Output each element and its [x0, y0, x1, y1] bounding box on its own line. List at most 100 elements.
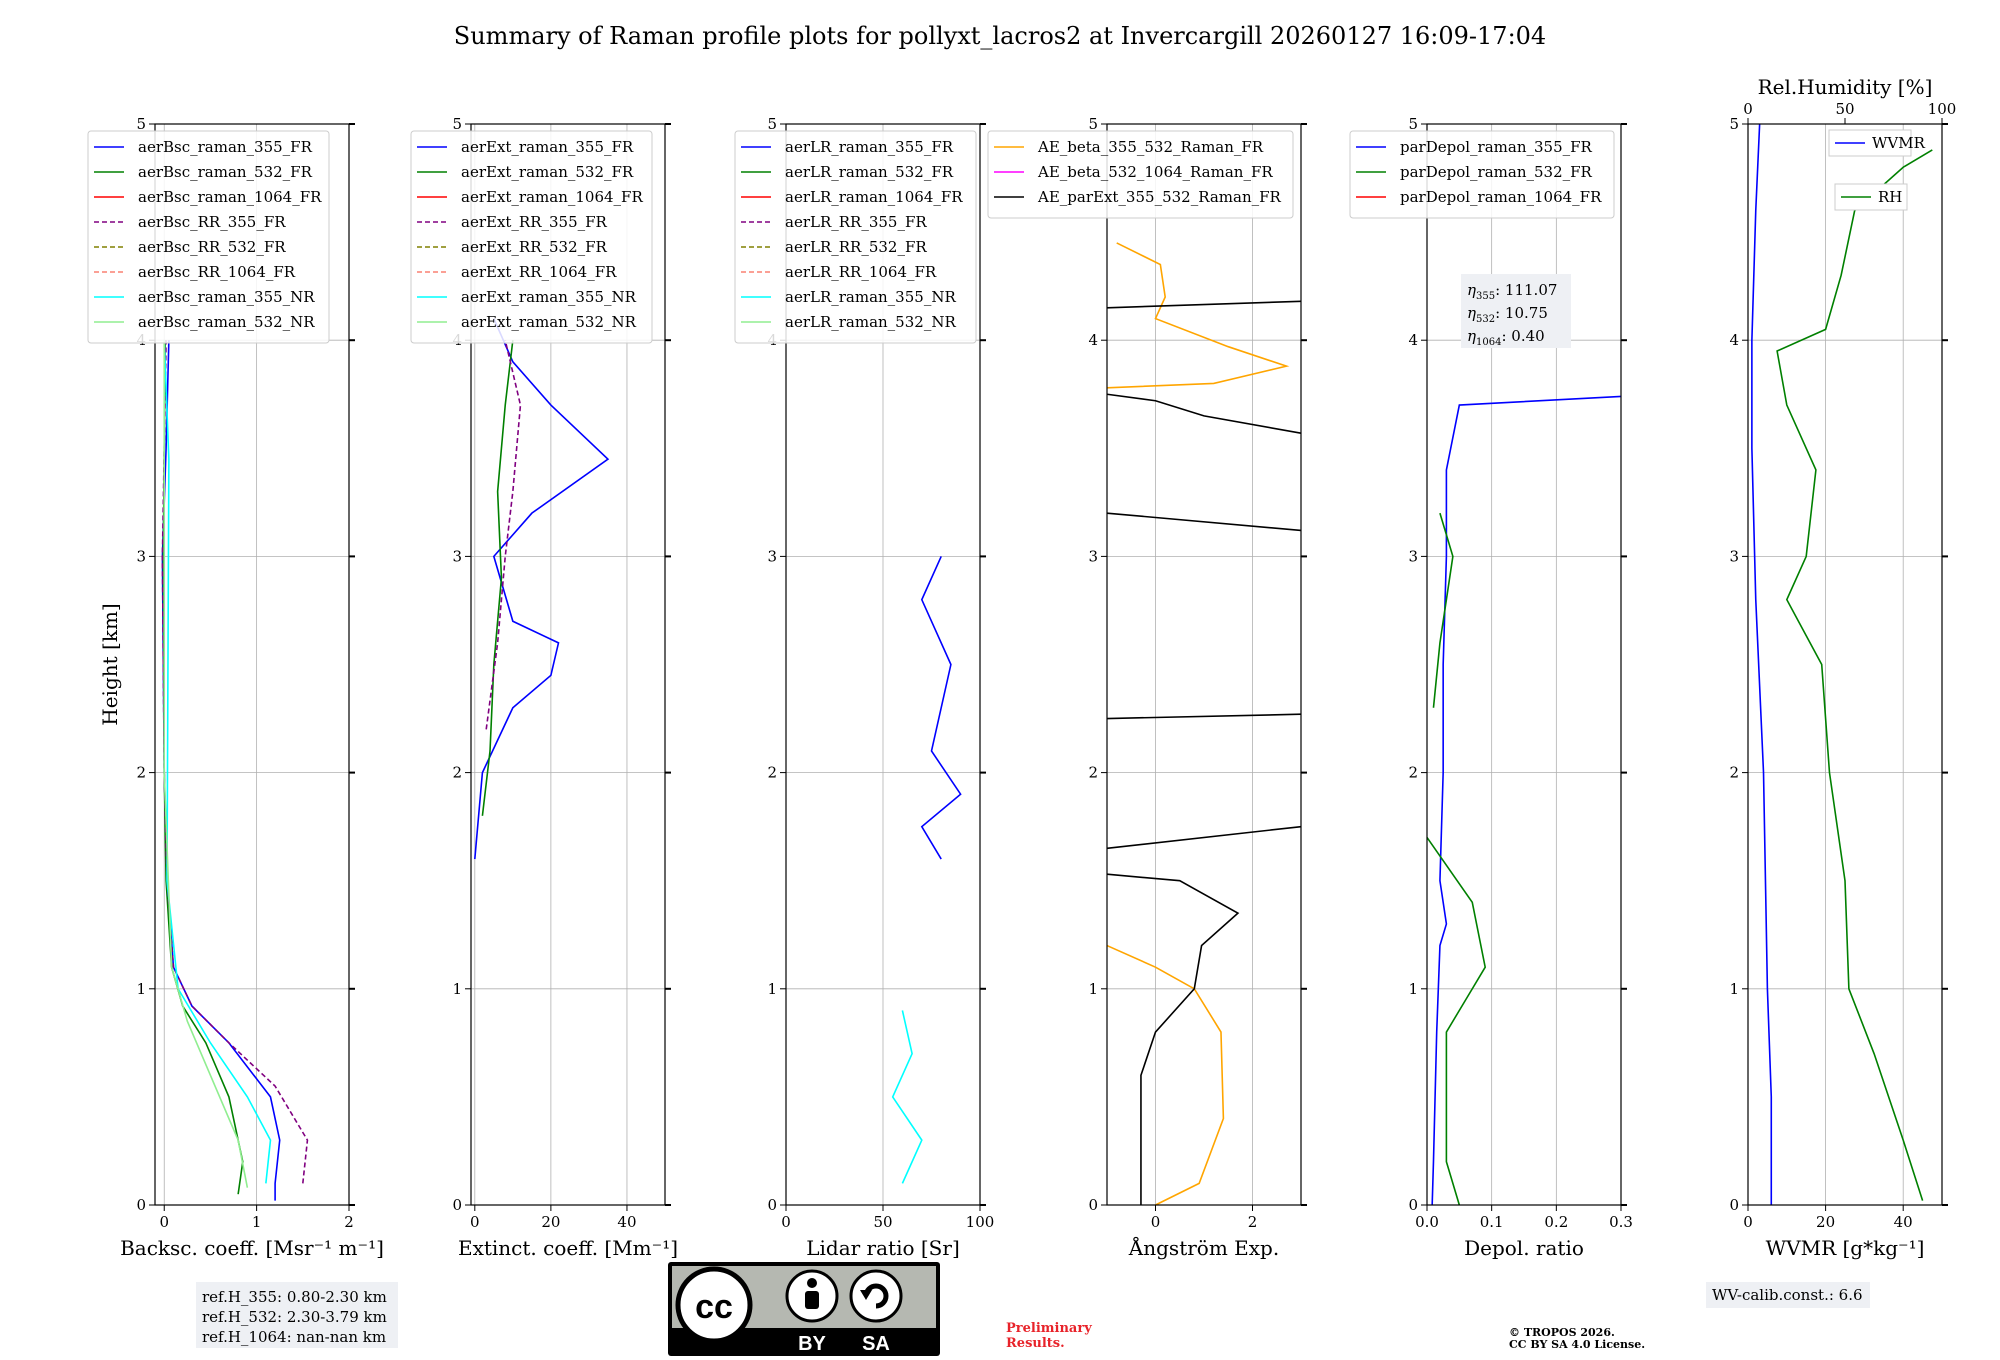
y-tick-label: 3: [452, 547, 462, 565]
eta-line: η1064: 0.40: [1467, 327, 1545, 348]
x-tick-label: 20: [541, 1213, 560, 1231]
legend-box: [987, 130, 1294, 219]
legend-label: WVMR: [1872, 134, 1926, 152]
y-tick-label: 5: [1408, 115, 1418, 133]
legend-label: aerExt_RR_355_FR: [461, 213, 608, 231]
x-axis-label: Backsc. coeff. [Msr⁻¹ m⁻¹]: [120, 1236, 384, 1260]
legend-label: aerBsc_RR_355_FR: [138, 213, 286, 231]
x-axis-label: Ångström Exp.: [1128, 1235, 1279, 1260]
series-AE_parExt_355_532_Raman_FR_c: [1106, 713, 1302, 720]
x-tick-label: 2: [1248, 1213, 1258, 1231]
legend-box: [87, 130, 330, 344]
axes-frame: [154, 123, 350, 1206]
legend-label: aerLR_raman_355_NR: [785, 288, 956, 306]
panel-extinction: 02040012345Extinct. coeff. [Mm⁻¹]aerExt_…: [410, 115, 678, 1260]
x-tick-label: 2: [344, 1213, 354, 1231]
legend-item: WVMR: [1828, 129, 1926, 157]
x-tick-label: 1: [252, 1213, 262, 1231]
x-tick-label: 20: [1816, 1213, 1835, 1231]
legend-label: aerLR_RR_355_FR: [785, 213, 927, 231]
legend-label: aerExt_RR_1064_FR: [461, 263, 617, 281]
y-tick-label: 0: [452, 1196, 462, 1214]
y-tick-label: 1: [452, 980, 462, 998]
y-tick-label: 1: [1408, 980, 1418, 998]
series-AE_parExt_355_532_Raman_FR_d: [1106, 512, 1302, 532]
x-tick-label: 0: [1743, 1213, 1753, 1231]
y-tick-label: 0: [1088, 1196, 1098, 1214]
legend-item: RH: [1834, 183, 1908, 211]
x-tick-label: 40: [617, 1213, 636, 1231]
y-tick-label: 2: [452, 764, 462, 782]
y-tick-label: 2: [1408, 764, 1418, 782]
y-tick-label: 1: [767, 980, 777, 998]
legend-label: aerBsc_raman_355_NR: [138, 288, 315, 306]
legend-label: parDepol_raman_532_FR: [1400, 163, 1593, 181]
ref-height-box: ref.H_355: 0.80-2.30 km ref.H_532: 2.30-…: [196, 1282, 398, 1348]
legend-label: aerExt_RR_532_FR: [461, 238, 608, 256]
ref-height-355: ref.H_355: 0.80-2.30 km: [202, 1288, 387, 1306]
cc-license-logo: cc BY SA: [668, 1262, 940, 1356]
sa-text: SA: [862, 1333, 890, 1355]
series-AE_parExt_355_532_Raman_FR_e: [1106, 393, 1302, 434]
legend-label: aerBsc_raman_1064_FR: [138, 188, 322, 206]
copyright-line2: CC BY SA 4.0 License.: [1509, 1338, 1645, 1351]
series-AE_beta_355_532_Raman_FR_upper: [1106, 242, 1290, 389]
y-tick-label: 4: [1088, 331, 1098, 349]
y-tick-label: 5: [1088, 115, 1098, 133]
x-tick-label: 0: [159, 1213, 169, 1231]
axes-frame: [1426, 123, 1622, 1206]
legend-label: AE_beta_355_532_Raman_FR: [1037, 138, 1264, 156]
series-aerBsc_raman_355_NR: [163, 340, 272, 1184]
legend: aerExt_raman_355_FR aerExt_raman_532_FRae…: [410, 130, 653, 344]
legend-label: aerExt_raman_532_FR: [461, 163, 634, 181]
x-axis-label: Depol. ratio: [1464, 1236, 1584, 1260]
y-tick-label: 3: [1729, 547, 1739, 565]
legend-label: aerBsc_raman_532_FR: [138, 163, 313, 181]
series-AE_beta_355_532_Raman_FR: [1106, 944, 1225, 1206]
x2-axis-label: Rel.Humidity [%]: [1758, 75, 1933, 99]
legend-label: aerBsc_RR_532_FR: [138, 238, 286, 256]
legend-label: AE_parExt_355_532_Raman_FR: [1037, 188, 1282, 206]
legend-label: aerExt_raman_1064_FR: [461, 188, 643, 206]
x-tick-label: 50: [873, 1213, 892, 1231]
legend-label: aerLR_raman_355_FR: [785, 138, 954, 156]
ref-height-532: ref.H_532: 2.30-3.79 km: [202, 1308, 387, 1326]
x-tick-label: 0.2: [1544, 1213, 1568, 1231]
y-tick-label: 1: [1088, 980, 1098, 998]
axes-frame: [1747, 123, 1943, 1206]
series-aerBsc_RR_355_FR: [161, 340, 309, 1184]
legend-box: [734, 130, 977, 344]
series-aerBsc_raman_532_NR: [163, 340, 249, 1188]
y-tick-label: 3: [1088, 547, 1098, 565]
series-aerExt_raman_355_FR: [474, 318, 610, 860]
x-axis-label: WVMR [g*kg⁻¹]: [1766, 1236, 1925, 1260]
y-tick-label: 0: [1729, 1196, 1739, 1214]
y-tick-label: 3: [767, 547, 777, 565]
x2-tick-label: 50: [1835, 100, 1854, 118]
x-tick-label: 0.0: [1415, 1213, 1439, 1231]
axes-frame: [470, 123, 666, 1206]
series-parDepol_raman_532_FR_upper: [1432, 512, 1454, 708]
legend: aerBsc_raman_355_FR aerBsc_raman_532_FRae…: [87, 130, 330, 344]
x2-tick-label: 0: [1743, 100, 1753, 118]
legend-label: aerExt_raman_355_NR: [461, 288, 637, 306]
series-parDepol_raman_355_FR: [1431, 395, 1622, 1206]
x-axis-label: Extinct. coeff. [Mm⁻¹]: [458, 1236, 678, 1260]
legend-label: aerLR_raman_1064_FR: [785, 188, 963, 206]
axes-frame: [1106, 123, 1302, 1206]
y-tick-label: 5: [452, 115, 462, 133]
wv-calib-box: WV-calib.const.: 6.6: [1706, 1282, 1870, 1308]
legend-label: aerBsc_raman_355_FR: [138, 138, 313, 156]
preliminary-line2: Results.: [1006, 1336, 1065, 1351]
panel-backscatter: 012012345Backsc. coeff. [Msr⁻¹ m⁻¹]Heigh…: [87, 115, 384, 1260]
wv-calib-text: WV-calib.const.: 6.6: [1712, 1286, 1863, 1304]
y-tick-label: 4: [1729, 331, 1739, 349]
y-tick-label: 2: [1729, 764, 1739, 782]
legend-label: RH: [1878, 188, 1902, 206]
ref-height-1064: ref.H_1064: nan-nan km: [202, 1328, 386, 1346]
legend-box: [410, 130, 653, 344]
panel-water_vapor: 0 20 40 0 1 2 3 4 5 WVMR [g*kg⁻¹] 0 50 100Rel.Humidi…: [1729, 75, 1956, 1260]
legend: AE_beta_355_532_Raman_FR AE_beta_532_1064…: [987, 130, 1294, 219]
cc-text: cc: [695, 1288, 733, 1326]
